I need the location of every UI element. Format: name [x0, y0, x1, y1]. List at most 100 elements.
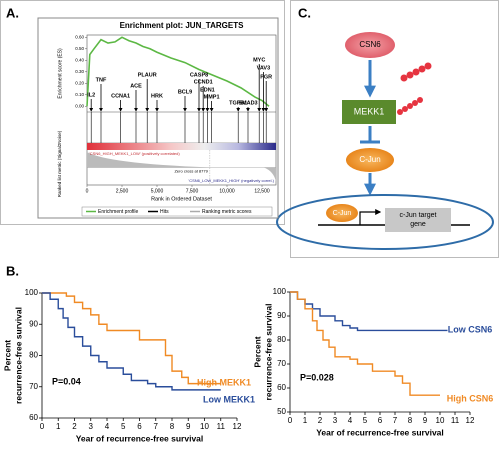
zero-cross-label: Zero cross at 8779 [174, 169, 208, 174]
x-axis-label: Year of recurrence-free survival [76, 433, 204, 443]
x-tick-label: 4 [105, 422, 110, 431]
panel-label: A. [6, 5, 19, 20]
legend-label: Low CSN6 [448, 324, 493, 334]
panel-label: C. [298, 5, 311, 20]
y-tick-label: 0.40 [75, 57, 84, 62]
x-tick-label: 8 [170, 422, 175, 431]
x-tick-label: 12 [466, 416, 475, 425]
chart-title: Enrichment plot: JUN_TARGETS [120, 21, 245, 30]
x-tick-label: 8 [408, 416, 413, 425]
p-value: P=0.028 [300, 372, 334, 382]
gene-label: TGFB1 [229, 100, 247, 106]
x-tick-label: 10 [200, 422, 209, 431]
x-tick-label: 7 [393, 416, 398, 425]
legend-frame [81, 206, 273, 217]
node-label: c-Jun target gene [400, 212, 437, 228]
transcription-arrow [359, 209, 382, 225]
survival-curve [42, 292, 221, 391]
y-tick-label: 70 [277, 359, 286, 368]
node-label: MEKK1 [354, 106, 385, 116]
x-tick-label: 7 [154, 422, 159, 431]
gene-label: MYC [253, 57, 265, 63]
y-tick-label: 100 [273, 287, 287, 296]
es-frame [86, 34, 277, 186]
x-tick-label: 2,500 [116, 188, 129, 194]
x-tick-label: 3 [333, 416, 338, 425]
panel-frame [0, 0, 285, 225]
y-tick-label: 0.60 [75, 34, 84, 39]
y-axis-label: Percent [2, 340, 12, 371]
y-tick-label: 80 [277, 335, 286, 344]
gene-label: IL2 [87, 92, 95, 98]
x-axis-label: Rank in Ordered Dataset [151, 196, 212, 202]
node-label: C-Jun [359, 155, 380, 164]
y-tick-label: 60 [29, 413, 38, 422]
x-tick-label: 10,000 [219, 188, 235, 194]
legend-label: Ranking metric scores [202, 209, 252, 215]
x-tick-label: 1 [303, 416, 308, 425]
p-value: P=0.04 [52, 376, 81, 386]
gene-label: CCND1 [194, 79, 213, 85]
y-tick-label: 80 [29, 351, 38, 360]
y-tick-label: 90 [29, 319, 38, 328]
y-tick-label: 90 [277, 311, 286, 320]
y-tick-label: 0.50 [75, 46, 84, 51]
panel-label: B. [6, 263, 19, 278]
es-line [86, 36, 270, 107]
pos-label: 'CSN6_HIGH_MEKK1_LOW' (positively correl… [89, 151, 180, 156]
x-tick-label: 7,500 [186, 188, 199, 194]
gene-label: CASP8 [190, 72, 208, 78]
y-tick-label: 100 [25, 288, 39, 297]
y-axis-label: Percent [252, 336, 262, 367]
pathway-diagram: CSN6 MEKK1 C-Jun C-Jun c-Jun target gene [276, 32, 494, 250]
gene-label: PGR [260, 74, 272, 80]
gene-label: MMP1 [204, 94, 220, 100]
legend-label: High MEKK1 [197, 377, 251, 387]
survival-curve [290, 291, 440, 396]
x-tick-label: 0 [40, 422, 45, 431]
x-tick-label: 11 [217, 422, 226, 431]
x-tick-label: 4 [348, 416, 353, 425]
node-shape [385, 208, 451, 232]
gene-label: BCL9 [178, 89, 192, 95]
x-tick-label: 0 [86, 188, 89, 194]
x-tick-label: 12 [233, 422, 242, 431]
gene-label: CCNA1 [111, 93, 130, 99]
node-shape [346, 148, 394, 172]
x-tick-label: 6 [137, 422, 142, 431]
legend-label: High CSN6 [447, 393, 494, 403]
neg-label: 'CSN6_LOW_MEKK1_HIGH' (negatively correl… [188, 178, 274, 183]
x-tick-label: 10 [436, 416, 445, 425]
x-axis-label: Year of recurrence-free survival [316, 427, 444, 437]
gene-label: PLAUR [138, 72, 157, 78]
x-tick-label: 5 [121, 422, 126, 431]
ranking-metric-area [87, 152, 276, 182]
x-tick-label: 12,500 [254, 188, 270, 194]
y-tick-label: 0.10 [75, 92, 84, 97]
y-tick-label: 0.20 [75, 80, 84, 85]
legend-label: Hits [160, 209, 169, 215]
y-tick-label: 0.00 [75, 103, 84, 108]
x-tick-label: 6 [378, 416, 383, 425]
gene-label: SMAD3 [238, 100, 257, 106]
x-tick-label: 1 [56, 422, 61, 431]
y-axis-label: Enrichment score (ES) [57, 48, 63, 99]
panel-frame [290, 0, 499, 258]
gene-label: TNF [96, 77, 107, 83]
node-shape [326, 204, 358, 222]
metric-axis-label: Ranked list metric (Signal2Noise) [57, 130, 62, 197]
nucleus [276, 194, 494, 250]
gene-label: ACE [130, 83, 142, 89]
x-tick-label: 11 [451, 416, 460, 425]
node-label: CSN6 [359, 40, 381, 49]
y-axis-label: recurrence-free survival [263, 304, 273, 401]
node-shape [342, 100, 396, 124]
node-shape [345, 32, 395, 58]
x-tick-label: 5,000 [151, 188, 164, 194]
y-tick-label: 60 [277, 383, 286, 392]
gene-label: VAV3 [257, 65, 271, 71]
y-tick-label: 0.30 [75, 69, 84, 74]
gene-label: HRK [151, 93, 163, 99]
